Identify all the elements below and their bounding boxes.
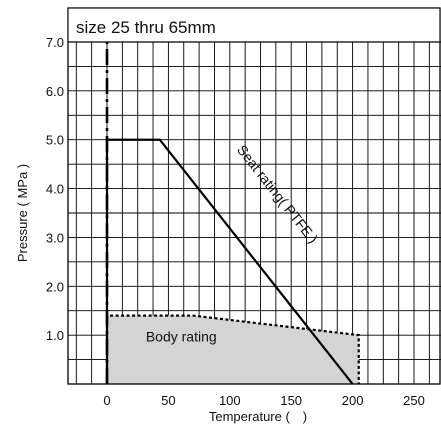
- y-tick-label: 6.0: [46, 84, 64, 99]
- y-tick-label: 1.0: [46, 328, 64, 343]
- x-tick-label: 150: [280, 393, 302, 408]
- y-tick-label: 2.0: [46, 279, 64, 294]
- y-tick-labels: 1.0 2.0 3.0 4.0 5.0 6.0 7.0: [46, 35, 64, 343]
- y-axis-label: Pressure ( MPa ): [15, 164, 30, 262]
- x-tick-label: 250: [403, 393, 425, 408]
- x-tick-label: 0: [103, 393, 110, 408]
- x-axis-label: Temperature ( ): [209, 409, 307, 424]
- plot-frame: [67, 7, 441, 385]
- y-tick-label: 7.0: [46, 35, 64, 50]
- body-rating-label-bg: [126, 327, 238, 346]
- title-band: [68, 8, 440, 42]
- y-tick-label: 3.0: [46, 230, 64, 245]
- x-tick-label: 50: [161, 393, 175, 408]
- x-tick-label: 100: [219, 393, 241, 408]
- x-tick-label: 200: [342, 393, 364, 408]
- y-tick-label: 5.0: [46, 133, 64, 148]
- chart-title: size 25 thru 65mm: [76, 18, 216, 37]
- size-title-box: size 25 thru 65mm: [68, 8, 441, 43]
- x-tick-labels: 0 50 100 150 200 250: [103, 393, 424, 408]
- series-line-body-rating: [105, 314, 360, 384]
- plot-border: [67, 7, 441, 385]
- y-tick-label: 4.0: [46, 182, 64, 197]
- body-rating-label: Body rating: [146, 329, 217, 345]
